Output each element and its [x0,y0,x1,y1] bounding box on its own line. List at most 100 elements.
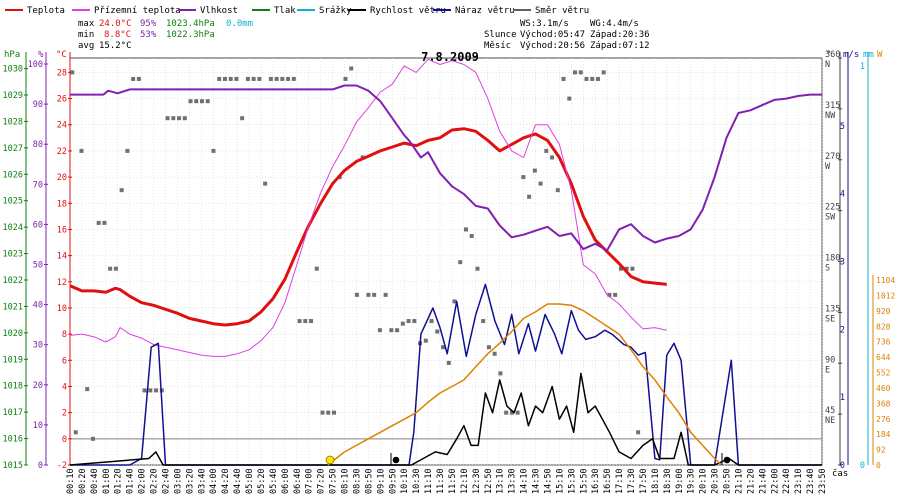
wind-dir-point [257,76,262,81]
wind-dir-point [486,345,491,350]
unit-time: čas [832,468,848,479]
wind-dir-point [400,321,405,326]
x-axis-ticks: 00:10 00:20 00:40 01:00 01:20 01:40 02:00 02:20… [66,468,828,494]
wind-dir-tick-label: 270 [825,152,840,162]
stats-rain: 0.0mm [226,19,253,29]
hpa-tick-label: 1029 [3,91,23,101]
stats-max-hum: 95% [140,19,157,29]
degc-tick-label: 0 [62,435,67,445]
wind-dir-point [96,220,101,225]
series-lines [69,58,822,466]
legend-label: Srážky [319,6,352,16]
hpa-tick-label: 1027 [3,144,23,154]
w-tick-label: 460 [876,384,891,393]
degc-tick-label: 8 [62,330,67,340]
wind-dir-point [165,116,170,121]
x-tick-label: 12:10 [460,468,470,494]
wind-dir-point [504,410,509,415]
wind-dir-point [532,168,537,173]
hpa-tick-label: 1022 [3,276,23,286]
x-tick-label: 16:50 [603,468,613,494]
wind-dir-point [624,266,629,271]
x-tick-label: 18:30 [663,468,673,494]
axis-unit-labels: hPa % °C ° m/s mm W čas [4,50,883,479]
wind-dir-point [567,96,572,101]
moon-rise: Východ:20:56 [520,41,585,51]
sun-label: Slunce [484,30,517,40]
wind-dir-point [573,70,578,75]
w-tick-label: 1012 [876,291,895,300]
x-tick-label: 06:40 [293,468,303,494]
unit-deg: ° [826,50,831,60]
unit-w: W [877,50,883,60]
pct-tick-label: 10 [33,421,43,431]
x-tick-label: 04:20 [221,468,231,494]
wind-dir-point [245,76,250,81]
w-tick-label: 184 [876,430,891,439]
legend-item: Teplota [5,6,65,16]
wind-dir-point [595,76,600,81]
hpa-tick-label: 1018 [3,382,23,392]
wind-dir-point [389,328,394,333]
wind-dir-point [177,116,182,121]
wind-gust-summary: WG:4.4m/s [590,19,639,29]
degc-tick-label: 10 [57,304,67,314]
pct-tick-label: 80 [33,140,43,150]
wind-dir-point [222,76,227,81]
wind-dir-point [435,329,440,334]
x-tick-label: 07:50 [329,468,339,494]
x-tick-label: 10:30 [412,468,422,494]
x-tick-label: 01:40 [126,468,136,494]
degc-tick-label: 4 [62,382,67,392]
wind-dir-point [509,410,514,415]
wind-dir-point [73,430,78,435]
degc-tick-label: 14 [57,252,67,262]
hpa-axis: 1015 1016 1017 1018 1019 1020 1021 1022 1023 1024… [3,52,28,471]
hpa-tick-label: 1015 [3,461,23,471]
x-tick-label: 18:10 [651,468,661,494]
x-tick-label: 17:30 [627,468,637,494]
unit-degc: °C [56,50,67,60]
x-tick-label: 11:50 [448,468,458,494]
wind-dir-point [544,148,549,153]
ms-axis: 0 1 2 3 4 5 [840,52,849,471]
wind-dir-point [527,194,532,199]
sun-rise: Východ:05:47 [520,30,585,40]
pct-tick-label: 60 [33,220,43,230]
wind-dir-compass-label: SE [825,314,835,324]
w-axis: 0 92 184 276 368 460 552 644 736 828 920 1012 1104 [872,275,895,470]
series-rychlost-větru [69,372,822,466]
wind-dir-point [268,76,273,81]
stats-min-hum: 53% [140,30,157,40]
wind-dir-point [286,76,291,81]
wind-dir-point [521,175,526,180]
wind-dir-point [492,351,497,356]
wind-dir-point [561,76,566,81]
pct-tick-label: 30 [33,341,43,351]
pct-tick-label: 0 [38,461,43,471]
degc-tick-label: 26 [57,95,67,105]
degc-tick-label: 6 [62,356,67,366]
x-tick-label: 23:10 [794,468,804,494]
w-tick-label: 368 [876,399,891,408]
wind-dir-tick-label: 135 [825,304,840,314]
wind-dir-point [108,266,113,271]
wind-dir-compass-label: E [825,365,830,375]
x-tick-label: 09:10 [376,468,386,494]
pct-tick-label: 20 [33,381,43,391]
wind-dir-point [326,410,331,415]
wind-dir-point [630,266,635,271]
legend-label: Přízemní teplota [94,6,181,16]
legend-label: Rychlost větru [370,6,446,16]
wind-dir-point [452,299,457,304]
x-tick-label: 05:00 [245,468,255,494]
wind-dir-point [469,233,474,238]
ms-tick-label: 4 [840,190,845,200]
x-tick-label: 06:00 [281,468,291,494]
stats-min-press: 1022.3hPa [166,30,215,40]
pct-tick-label: 40 [33,301,43,311]
wind-dir-point [280,76,285,81]
wind-dir-point [251,76,256,81]
x-tick-label: 08:30 [352,468,362,494]
x-tick-label: 02:00 [138,468,148,494]
